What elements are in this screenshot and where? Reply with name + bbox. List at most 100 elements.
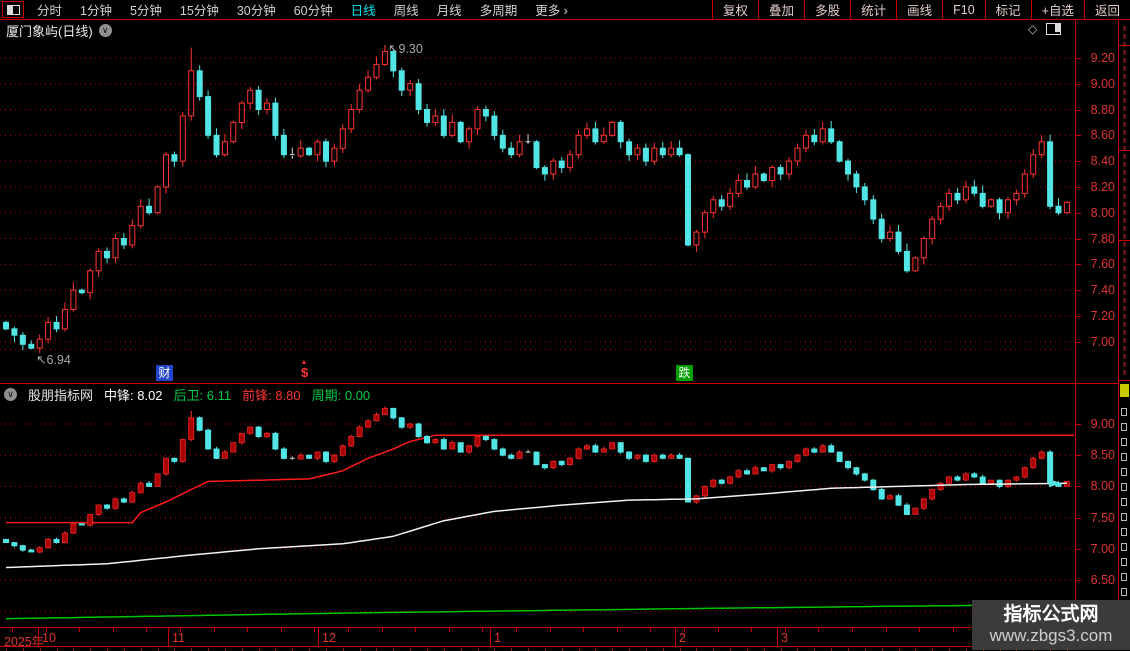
- axis-label: 6.50: [1090, 573, 1115, 587]
- sidebar-glyph: [1123, 194, 1126, 199]
- toolbar-item-画线[interactable]: 画线: [896, 0, 942, 19]
- sidebar-glyph: [1123, 66, 1126, 71]
- main-candlestick-chart[interactable]: [0, 40, 1075, 383]
- axis-label: 8.00: [1090, 479, 1115, 494]
- axis-tick: [1076, 315, 1081, 317]
- axis-label: 7.40: [1090, 283, 1115, 298]
- toolbar-item-标记[interactable]: 标记: [984, 0, 1031, 19]
- toolbar-item-+自选[interactable]: +自选: [1030, 0, 1084, 19]
- axis-tick: [1076, 57, 1081, 59]
- toolbar-item-30分钟[interactable]: 30分钟: [236, 4, 276, 18]
- collapse-panel-icon[interactable]: ∨: [4, 387, 17, 401]
- sidebar-item-box[interactable]: [1121, 588, 1127, 596]
- sidebar-glyph: [1123, 154, 1126, 159]
- sidebar-item-box[interactable]: [1121, 423, 1127, 431]
- toolbar-item-周线[interactable]: 周线: [393, 4, 419, 18]
- sidebar-item-box[interactable]: [1121, 468, 1127, 476]
- date-tick: [785, 628, 786, 632]
- price-annotation: ↖6.94: [36, 353, 71, 367]
- axis-label: 9.20: [1090, 50, 1115, 65]
- toolbar-item-多周期[interactable]: 多周期: [479, 4, 518, 18]
- date-tick: [818, 628, 819, 632]
- sidebar-item-box[interactable]: [1121, 498, 1127, 506]
- sidebar-separator: [1119, 150, 1130, 151]
- sidebar-glyph: [1123, 106, 1126, 111]
- axis-label: 7.00: [1090, 334, 1115, 349]
- date-tick: [650, 628, 651, 632]
- toolbar-item-分时[interactable]: 分时: [37, 4, 63, 18]
- axis-tick: [1076, 238, 1081, 240]
- month-divider: [675, 628, 676, 646]
- chevron-down-icon[interactable]: ∨: [98, 23, 112, 37]
- top-toolbar: 分时 1分钟 5分钟 15分钟 30分钟 60分钟 日线 周线 月线 多周期 更多 › 复权 叠加 多股…: [0, 0, 1130, 20]
- month-divider: [777, 628, 778, 646]
- sidebar-item-box[interactable]: [1121, 543, 1127, 551]
- toolbar-item-返回[interactable]: 返回: [1083, 0, 1130, 19]
- sidebar-glyph: [1123, 370, 1126, 375]
- signal-marker-跌: 跌: [676, 365, 693, 381]
- axis-tick: [1076, 109, 1081, 111]
- sidebar-item-box[interactable]: [1121, 453, 1127, 461]
- toolbar-item-5分钟[interactable]: 5分钟: [129, 4, 162, 18]
- sidebar-glyph: [1123, 26, 1126, 31]
- toolbar-item-更多 ›[interactable]: 更多 ›: [535, 4, 568, 18]
- sidebar-glyph: [1123, 242, 1126, 247]
- date-tick: [516, 628, 517, 632]
- sidebar-active-chip[interactable]: [1120, 384, 1129, 397]
- indicator-values: 中锋: 8.02 后卫: 6.11 前锋: 8.80 周期: 0.00: [104, 385, 370, 404]
- toolbar-item-日线[interactable]: 日线: [350, 4, 376, 18]
- sidebar-item-box[interactable]: [1121, 438, 1127, 446]
- date-tick: [180, 628, 181, 632]
- toolbar-item-统计[interactable]: 统计: [850, 0, 896, 19]
- marker-arrow-icon: ▴: [302, 357, 307, 366]
- indicator-chart[interactable]: [0, 404, 1075, 627]
- sidebar-glyph: [1123, 130, 1126, 135]
- sidebar-glyph: [1123, 58, 1126, 63]
- axis-label: 8.60: [1090, 128, 1115, 143]
- axis-tick: [1076, 341, 1081, 343]
- month-label: 2: [679, 631, 686, 645]
- date-tick: [550, 628, 551, 632]
- sidebar-glyph: [1123, 98, 1126, 103]
- sidebar-item-box[interactable]: [1121, 483, 1127, 491]
- month-label: 3: [781, 631, 788, 645]
- panel-split-icon[interactable]: [1046, 23, 1062, 35]
- sidebar-glyph: [1123, 266, 1126, 271]
- sidebar-item-box[interactable]: [1121, 528, 1127, 536]
- date-tick: [79, 628, 80, 632]
- axis-tick: [1076, 186, 1081, 188]
- sidebar-glyph: [1123, 306, 1126, 311]
- axis-label: 8.00: [1090, 205, 1115, 220]
- toolbar-item-复权[interactable]: 复权: [712, 0, 758, 19]
- price-annotation: ↖9.30: [388, 42, 423, 56]
- axis-tick: [1076, 161, 1081, 163]
- sidebar-item-box[interactable]: [1121, 513, 1127, 521]
- indicator-source: 股朋指标网: [28, 387, 94, 403]
- period-menu: 分时 1分钟 5分钟 15分钟 30分钟 60分钟 日线 周线 月线 多周期 更多 ›: [28, 0, 577, 19]
- toolbar-item-叠加[interactable]: 叠加: [758, 0, 804, 19]
- date-tick: [684, 628, 685, 632]
- axis-label: 7.50: [1090, 510, 1115, 525]
- sidebar-item-box[interactable]: [1121, 408, 1127, 416]
- layout-toggle-button[interactable]: [2, 1, 24, 18]
- date-tick: [314, 628, 315, 632]
- month-divider: [490, 628, 491, 646]
- axis-label: 7.80: [1090, 231, 1115, 246]
- axis-label: 7.20: [1090, 308, 1115, 323]
- toolbar-item-15分钟[interactable]: 15分钟: [179, 4, 219, 18]
- date-tick: [12, 628, 13, 632]
- toolbar-item-F10[interactable]: F10: [942, 0, 985, 19]
- sidebar-glyph: [1123, 234, 1126, 239]
- watermark-url: www.zbgs3.com: [989, 626, 1113, 645]
- sidebar-item-box[interactable]: [1121, 558, 1127, 566]
- toolbar-item-60分钟[interactable]: 60分钟: [293, 4, 333, 18]
- sidebar-glyph: [1123, 258, 1126, 263]
- watermark: 指标公式网 www.zbgs3.com: [972, 600, 1130, 650]
- toolbar-item-月线[interactable]: 月线: [436, 4, 462, 18]
- right-sidebar-strip[interactable]: [1118, 20, 1130, 650]
- sidebar-glyph: [1123, 362, 1126, 367]
- toolbar-item-多股[interactable]: 多股: [804, 0, 850, 19]
- diamond-icon[interactable]: ◇: [1028, 22, 1038, 36]
- toolbar-item-1分钟[interactable]: 1分钟: [80, 4, 112, 18]
- sidebar-item-box[interactable]: [1121, 573, 1127, 581]
